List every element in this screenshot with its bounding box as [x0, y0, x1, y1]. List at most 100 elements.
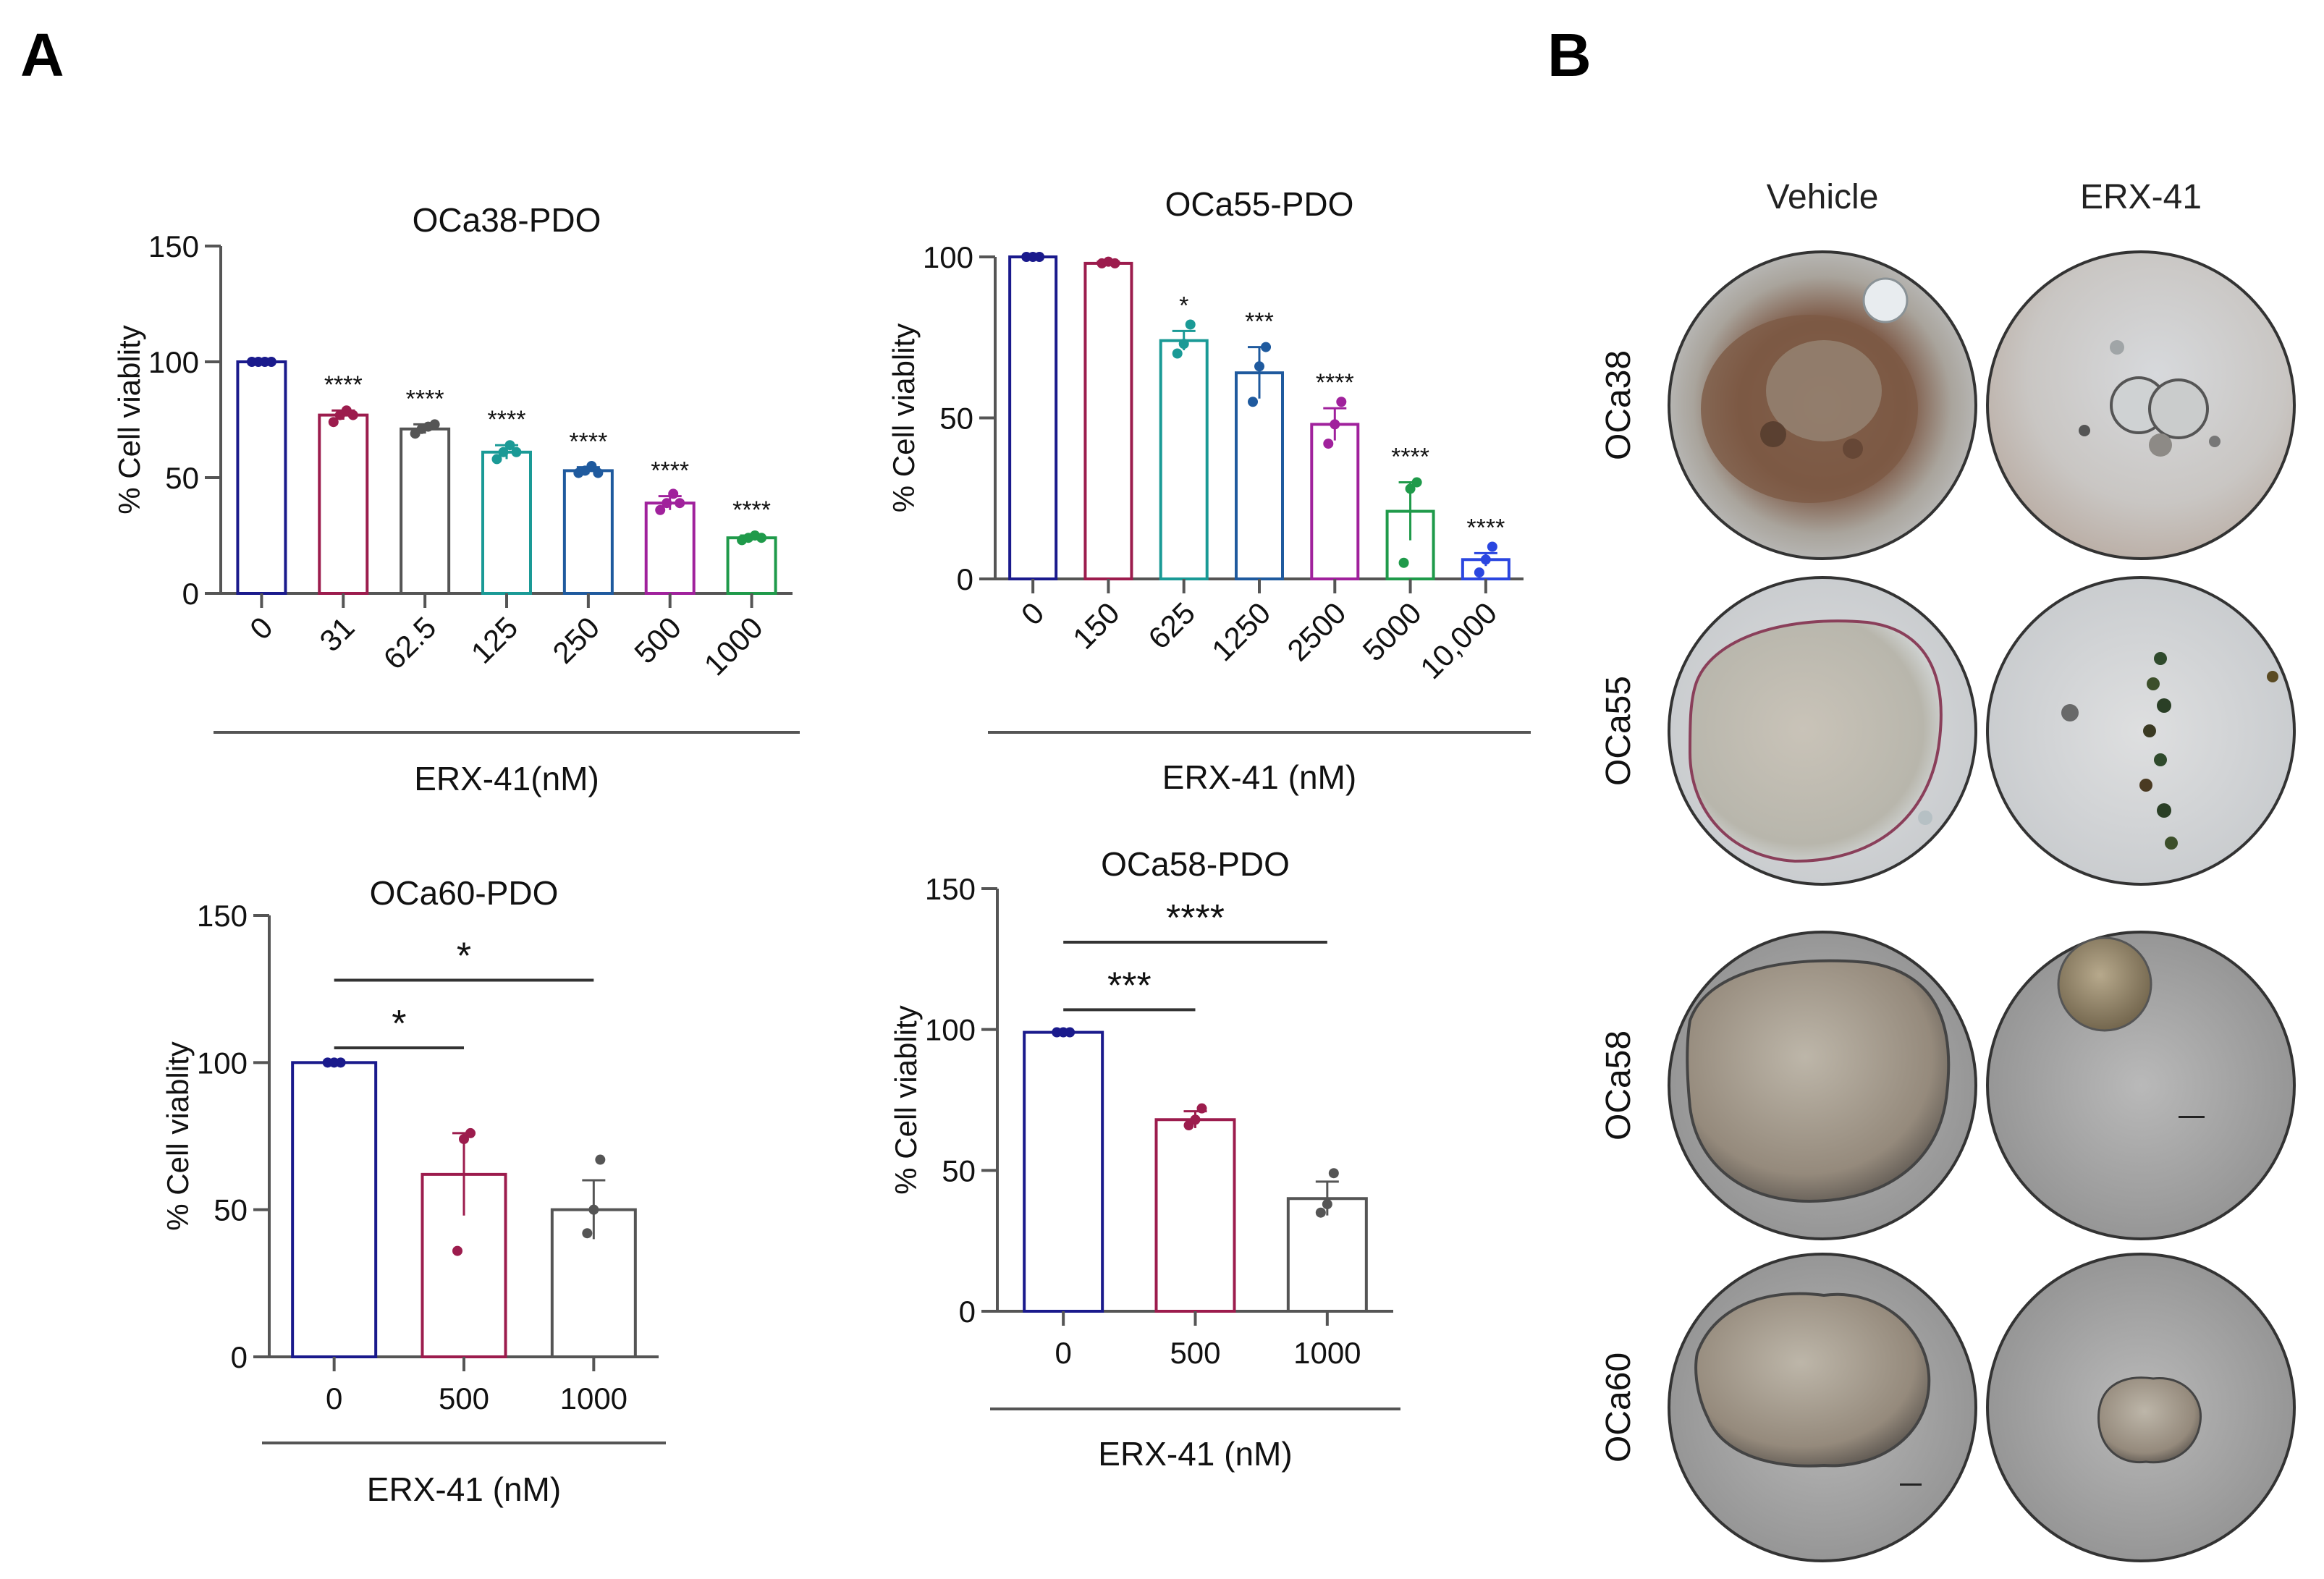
data-point: [1480, 554, 1491, 565]
significance-label: *: [457, 935, 471, 977]
data-point: [1178, 339, 1189, 350]
y-axis-label: % Cell viablity: [887, 323, 921, 512]
data-point: [662, 498, 672, 509]
data-point: [1322, 1199, 1332, 1210]
data-point: [1315, 1207, 1326, 1218]
data-point: [595, 1154, 606, 1165]
data-point: [1172, 348, 1183, 359]
x-tick-label: 0: [326, 1381, 342, 1415]
bar: [1083, 261, 1133, 580]
chart-oca38-pdo: OCa38-PDO 0 50 100 150 % Cell viablity 0 31 ****…: [112, 201, 800, 797]
significance-label: ****: [569, 428, 607, 456]
x-tick-label: 500: [628, 610, 688, 670]
y-axis-label: % Cell viablity: [889, 1005, 923, 1194]
micrograph-oca55-vehicle: [1668, 576, 1977, 886]
bar: [562, 469, 614, 596]
data-point: [1196, 1103, 1207, 1114]
bar: [400, 427, 451, 595]
data-point: [582, 1228, 593, 1239]
data-point: [465, 1127, 476, 1138]
data-point: [1190, 1114, 1201, 1125]
y-tick-label: 50: [165, 461, 199, 495]
data-point: [459, 1134, 469, 1145]
x-tick-label: 62.5: [376, 610, 442, 676]
data-point: [1110, 258, 1120, 268]
data-point: [1411, 477, 1422, 488]
y-tick-label: 100: [925, 1013, 976, 1047]
row-label-oca60: OCa60: [1600, 1352, 1638, 1462]
significance-label: *: [1179, 292, 1188, 319]
micrograph-oca58-vehicle: [1668, 931, 1977, 1240]
chart-oca60-pdo: OCa60-PDO 0 50 100 150 % Cell viablity 0 500 100…: [161, 874, 666, 1508]
significance-label: ****: [1316, 369, 1354, 397]
data-point: [429, 419, 440, 430]
chart-oca55-pdo: OCa55-PDO 0 50 100 % Cell viablity 0 150 625 * 12…: [887, 185, 1531, 796]
bar: [1310, 423, 1360, 581]
bar: [1154, 1118, 1236, 1313]
micrograph-oca60-vehicle: [1668, 1253, 1977, 1562]
significance-label: ***: [1245, 308, 1274, 336]
y-tick-label: 0: [231, 1340, 248, 1374]
bar: [1008, 255, 1058, 580]
data-point: [588, 1204, 599, 1215]
data-point: [675, 498, 685, 509]
micrograph-oca60-erx41: [1986, 1253, 2296, 1562]
data-point: [668, 488, 679, 499]
data-point: [1487, 541, 1497, 552]
y-tick-label: 50: [942, 1153, 976, 1188]
data-point: [335, 1057, 346, 1068]
x-axis-label: ERX-41(nM): [414, 760, 599, 797]
micrograph-panel: Vehicle ERX-41 OCa38 OCa55 OCa58 OCa60: [1600, 178, 2296, 1562]
x-tick-label: 0: [1015, 596, 1051, 632]
bar: [481, 450, 532, 595]
x-axis-label: ERX-41 (nM): [1162, 758, 1356, 796]
data-point: [1254, 361, 1264, 372]
x-tick-label: 5000: [1356, 596, 1428, 667]
y-tick-label: 0: [182, 577, 199, 611]
data-point: [1330, 419, 1340, 430]
data-point: [586, 461, 597, 471]
y-tick-label: 150: [148, 229, 199, 263]
y-tick-label: 150: [197, 899, 248, 933]
bar: [1235, 371, 1284, 580]
x-tick-label: 250: [546, 610, 606, 670]
significance-label: ****: [324, 371, 363, 399]
x-tick-label: 1250: [1205, 596, 1277, 667]
bar: [291, 1061, 378, 1359]
micrograph-oca38-erx41: [1986, 250, 2296, 560]
chart-title: OCa60-PDO: [370, 874, 559, 912]
data-point: [504, 440, 515, 451]
row-label-oca55: OCa55: [1600, 676, 1638, 786]
row-label-oca38: OCa38: [1600, 350, 1638, 460]
bar: [318, 413, 369, 595]
chart-title: OCa58-PDO: [1101, 845, 1290, 883]
bar: [236, 360, 287, 595]
x-tick-label: 0: [1055, 1336, 1071, 1370]
x-tick-label: 31: [313, 610, 360, 658]
data-point: [1323, 439, 1334, 449]
data-point: [511, 446, 522, 457]
data-point: [328, 417, 339, 428]
data-point: [498, 446, 509, 457]
y-tick-label: 100: [148, 345, 199, 379]
y-axis-label: % Cell viablity: [112, 325, 146, 514]
bar: [726, 536, 777, 596]
data-point: [347, 410, 358, 420]
x-axis-label: ERX-41 (nM): [367, 1470, 561, 1508]
micrograph-oca38-vehicle: [1668, 250, 1977, 560]
panel-label-b: B: [1547, 21, 1592, 89]
x-tick-label: 0: [243, 610, 279, 646]
y-tick-label: 50: [214, 1193, 248, 1227]
chart-title: OCa55-PDO: [1165, 185, 1354, 223]
significance-label: ****: [651, 457, 689, 485]
significance-label: ****: [1466, 514, 1505, 541]
significance-label: ****: [1166, 897, 1225, 939]
bar: [421, 1172, 507, 1359]
y-tick-label: 50: [939, 402, 973, 436]
data-point: [1328, 1168, 1339, 1179]
data-point: [1065, 1027, 1076, 1038]
y-tick-label: 100: [197, 1046, 248, 1080]
data-point: [756, 533, 767, 543]
y-tick-label: 100: [923, 240, 973, 274]
